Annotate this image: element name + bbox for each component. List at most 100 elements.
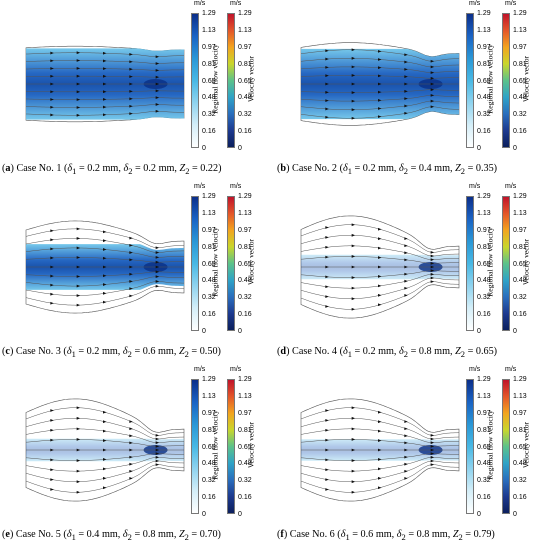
scale-unit: m/s <box>469 366 481 373</box>
regional-velocity-scale-d: m/s 1.29 1.13 0.97 0.81 0.65 0.48 0.32 0.16 0 Regi… <box>466 183 506 339</box>
caption-d2: = 0.2 mm, <box>135 163 177 174</box>
scale-tick: 0.81 <box>477 243 491 251</box>
color-bar <box>502 196 510 331</box>
scale-tick: 0.81 <box>513 243 527 251</box>
scale-tick: 1.29 <box>477 10 491 17</box>
scale-unit: m/s <box>194 0 206 7</box>
scale-tick: 0.32 <box>513 111 527 119</box>
scale-tick: 0.65 <box>202 260 216 268</box>
scale-tick: 0.81 <box>513 426 527 434</box>
scale-tick: 0.16 <box>477 128 491 136</box>
scale-tick: 0.48 <box>202 277 216 285</box>
scale-unit: m/s <box>469 183 481 190</box>
color-bar <box>227 379 235 514</box>
scale-tick: 0.16 <box>513 311 527 319</box>
scale-tick: 0.97 <box>477 226 491 234</box>
scale-tick: 0.16 <box>202 494 216 502</box>
scale-tick: 1.29 <box>477 193 491 200</box>
caption-tag: f <box>280 529 284 540</box>
scale-tick: 0.81 <box>477 426 491 434</box>
caption-pre: Case No. 3 ( <box>15 346 67 357</box>
scale-tick: 0 <box>513 328 517 335</box>
scale-tick: 0.48 <box>477 460 491 468</box>
color-bar <box>466 196 474 331</box>
scale-tick: 0.65 <box>202 77 216 85</box>
regional-velocity-scale-a: m/s 1.29 1.13 0.97 0.81 0.65 0.48 0.32 0.16 0 Regi… <box>191 0 231 156</box>
scale-tick: 0.65 <box>477 77 491 85</box>
scale-tick: 1.29 <box>238 376 252 383</box>
velocity-vector-scale-e: m/s 1.29 1.13 0.97 0.81 0.65 0.48 0.32 0.16 0 Velo… <box>227 366 267 522</box>
scale-tick: 0.81 <box>202 243 216 251</box>
scale-tick: 0 <box>202 511 206 518</box>
velocity-vector-scale-f: m/s 1.29 1.13 0.97 0.81 0.65 0.48 0.32 0.16 0 Velo… <box>502 366 542 522</box>
velocity-vector-scale-a: m/s 1.29 1.13 0.97 0.81 0.65 0.48 0.32 0.16 0 Velo… <box>227 0 267 156</box>
color-bar <box>466 379 474 514</box>
caption-pre: Case No. 5 ( <box>15 529 67 540</box>
scale-tick: 0.48 <box>513 277 527 285</box>
caption-b: (b) Case No. 2 (δ1 = 0.2 mm, δ2 = 0.4 mm… <box>277 163 498 177</box>
scale-tick: 0 <box>202 328 206 335</box>
color-bar <box>227 13 235 148</box>
scale-title: Velocity vector <box>521 421 531 469</box>
scale-tick: 0.65 <box>477 260 491 268</box>
caption-d1: = 0.4 mm, <box>78 529 121 540</box>
scale-tick: 0 <box>238 145 242 152</box>
scale-tick: 0.48 <box>477 94 491 102</box>
scale-tick: 0.81 <box>513 60 527 68</box>
scale-title: Regional flow velocity <box>210 227 220 297</box>
scale-tick: 0.32 <box>477 111 491 119</box>
scale-tick: 0.97 <box>513 43 527 51</box>
scale-tick: 0.32 <box>513 477 527 485</box>
scale-tick: 0.65 <box>513 443 527 451</box>
scale-title: Velocity vector <box>521 55 531 103</box>
scale-tick: 0.32 <box>238 111 252 119</box>
velocity-vector-scale-b: m/s 1.29 1.13 0.97 0.81 0.65 0.48 0.32 0.16 0 Velo… <box>502 0 542 156</box>
scale-title: Regional flow velocity <box>210 44 220 114</box>
color-bar <box>502 379 510 514</box>
scale-tick: 0.32 <box>202 477 216 485</box>
scale-tick: 1.29 <box>513 193 527 200</box>
caption-e: (e) Case No. 5 (δ1 = 0.4 mm, δ2 = 0.8 mm… <box>2 529 221 543</box>
caption-d1: = 0.2 mm, <box>354 163 397 174</box>
caption-a: (a) Case No. 1 (δ1 = 0.2 mm, δ2 = 0.2 mm… <box>2 163 222 177</box>
scale-tick: 1.13 <box>513 392 527 400</box>
color-bar <box>466 13 474 148</box>
caption-tag: d <box>280 346 287 357</box>
case-panel-a: m/s 1.29 1.13 0.97 0.81 0.65 0.48 0.32 0.16 0 Regi… <box>0 0 275 183</box>
color-bar <box>191 196 199 331</box>
regional-velocity-scale-f: m/s 1.29 1.13 0.97 0.81 0.65 0.48 0.32 0.16 0 Regi… <box>466 366 506 522</box>
caption-pre: Case No. 4 ( <box>292 346 343 357</box>
scale-tick: 0.16 <box>202 311 216 319</box>
scale-tick: 1.13 <box>477 26 491 34</box>
scale-tick: 0.97 <box>513 409 527 417</box>
caption-z2: = 0.22) <box>191 163 222 174</box>
scale-tick: 1.29 <box>238 193 252 200</box>
scale-tick: 0.97 <box>477 43 491 51</box>
scale-tick: 1.29 <box>202 193 216 200</box>
scale-tick: 1.13 <box>202 209 216 217</box>
scale-tick: 1.13 <box>513 209 527 217</box>
caption-d1: = 0.2 mm, <box>354 346 397 357</box>
scale-tick: 0.65 <box>238 260 252 268</box>
scale-tick: 0.16 <box>477 494 491 502</box>
scale-tick: 0.65 <box>477 443 491 451</box>
scale-tick: 0 <box>477 511 481 518</box>
scale-tick: 0.81 <box>477 60 491 68</box>
caption-d2: = 0.4 mm, <box>410 163 453 174</box>
caption-z2: = 0.70) <box>191 529 221 540</box>
scale-tick: 0.81 <box>238 426 252 434</box>
scale-title: Velocity vector <box>521 238 531 286</box>
scale-title: Regional flow velocity <box>485 410 495 480</box>
caption-d1: = 0.6 mm, <box>352 529 395 540</box>
scale-tick: 0.32 <box>202 294 216 302</box>
caption-f: (f) Case No. 6 (δ1 = 0.6 mm, δ2 = 0.8 mm… <box>277 529 495 543</box>
scale-tick: 1.13 <box>513 26 527 34</box>
scale-unit: m/s <box>505 183 517 190</box>
scale-tick: 1.13 <box>238 26 252 34</box>
scale-tick: 1.29 <box>513 10 527 17</box>
case-panel-f: m/s 1.29 1.13 0.97 0.81 0.65 0.48 0.32 0.16 0 Regi… <box>275 366 550 549</box>
caption-d: (d) Case No. 4 (δ1 = 0.2 mm, δ2 = 0.8 mm… <box>277 346 498 360</box>
scale-tick: 0.97 <box>513 226 527 234</box>
scale-tick: 0.16 <box>477 311 491 319</box>
caption-z2: = 0.50) <box>191 346 221 357</box>
